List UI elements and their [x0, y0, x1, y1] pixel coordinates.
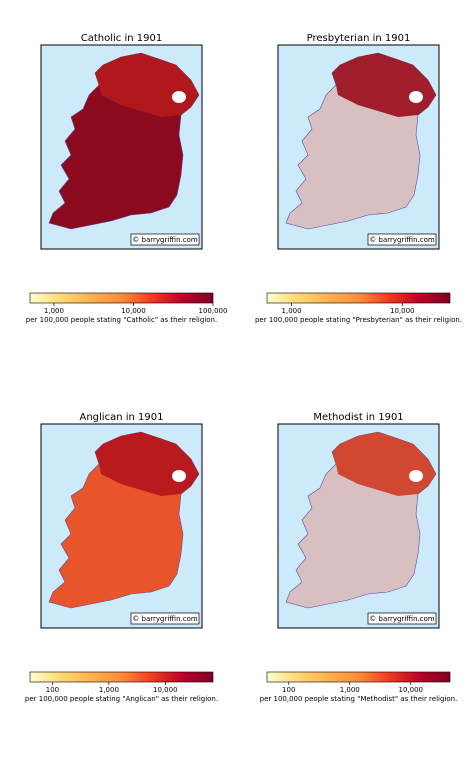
map	[48, 431, 200, 609]
colorbar-tick-label: 1,000	[340, 686, 360, 694]
colorbar-tick-label: 100	[282, 686, 295, 694]
colorbar	[29, 671, 214, 683]
colorbar	[266, 292, 451, 304]
colorbar-label: per 100,000 people stating "Methodist" a…	[260, 695, 458, 703]
lough	[172, 91, 186, 103]
map-title: Catholic in 1901	[81, 33, 162, 44]
region-north	[95, 432, 199, 496]
credit-box	[130, 233, 200, 246]
map-title: Anglican in 1901	[80, 412, 164, 423]
colorbar-tick-label: 10,000	[121, 307, 146, 315]
credit-box	[367, 233, 437, 246]
colorbar-tick-label: 100	[46, 686, 59, 694]
colorbar-tick-label: 10,000	[398, 686, 423, 694]
colorbar-label: per 100,000 people stating "Catholic" as…	[26, 316, 217, 324]
colorbar-label: per 100,000 people stating "Anglican" as…	[25, 695, 218, 703]
region-north	[332, 53, 436, 117]
colorbar	[266, 671, 451, 683]
lough	[409, 91, 423, 103]
map	[48, 52, 200, 230]
map	[285, 52, 437, 230]
credit: © barrygriffin.com	[369, 236, 435, 244]
credit-box	[130, 612, 200, 625]
map-title: Methodist in 1901	[313, 412, 403, 423]
colorbar	[29, 292, 214, 304]
colorbar-tick-label: 100,000	[199, 307, 228, 315]
colorbar-tick-label: 10,000	[390, 307, 415, 315]
colorbar-label: per 100,000 people stating "Presbyterian…	[255, 316, 462, 324]
credit: © barrygriffin.com	[369, 615, 435, 623]
colorbar-tick-label: 1,000	[99, 686, 119, 694]
lough	[172, 470, 186, 482]
credit-box	[367, 612, 437, 625]
lough	[409, 470, 423, 482]
credit: © barrygriffin.com	[132, 615, 198, 623]
colorbar-tick-label: 10,000	[153, 686, 178, 694]
map-title: Presbyterian in 1901	[307, 33, 411, 44]
region-north	[332, 432, 436, 496]
credit: © barrygriffin.com	[132, 236, 198, 244]
region-north	[95, 53, 199, 117]
colorbar-tick-label: 1,000	[282, 307, 302, 315]
map	[285, 431, 437, 609]
colorbar-tick-label: 1,000	[44, 307, 64, 315]
